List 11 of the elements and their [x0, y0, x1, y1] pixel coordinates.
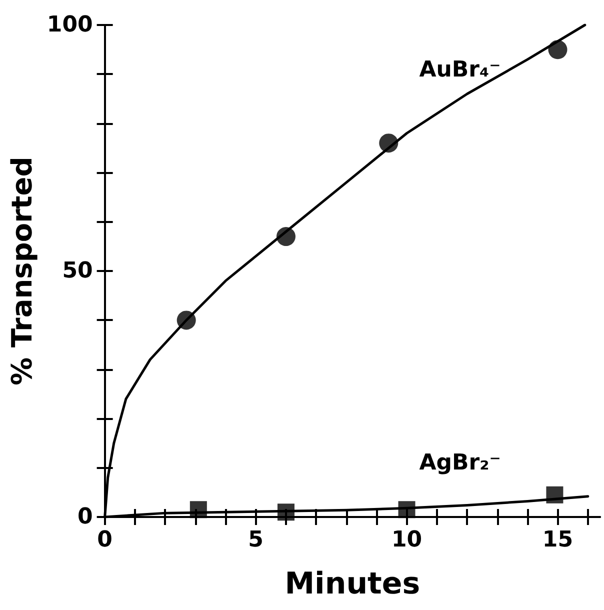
- y-tick-label: 0: [78, 504, 93, 530]
- x-axis-title: Minutes: [284, 566, 420, 602]
- x-tick-label: 0: [97, 528, 112, 552]
- annotation: AuBr₄⁻: [419, 58, 501, 82]
- y-tick-label: 50: [62, 258, 93, 284]
- x-tick-label: 15: [542, 528, 574, 552]
- y-axis-title: % Transported: [6, 156, 38, 386]
- annotation: AgBr₂⁻: [419, 450, 501, 476]
- x-tick-label: 5: [248, 528, 264, 552]
- x-tick-label: 10: [391, 528, 422, 552]
- y-tick-label: 100: [46, 12, 93, 38]
